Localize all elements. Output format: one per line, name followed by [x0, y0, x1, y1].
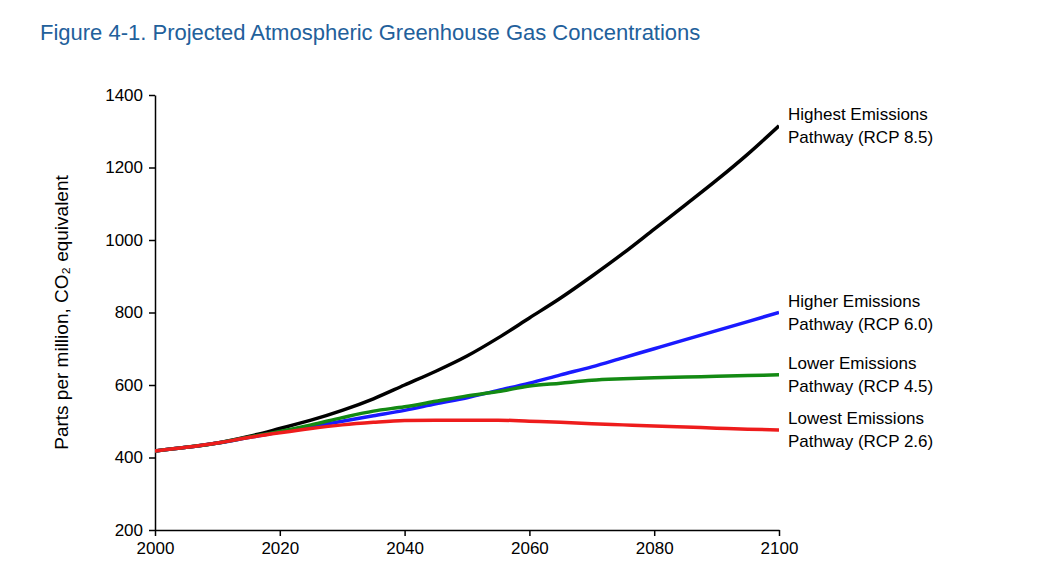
- x-tick: 2100: [761, 530, 799, 558]
- x-axis-line: [156, 530, 780, 532]
- series-label-line: Lowest Emissions: [788, 409, 929, 428]
- series-label-line: Lower Emissions: [788, 354, 921, 373]
- y-tick: 400: [115, 448, 155, 467]
- series-label-line: Pathway (RCP 2.6): [788, 432, 933, 451]
- y-tick-label: 800: [115, 303, 143, 322]
- x-tick-mark: [280, 530, 282, 536]
- x-tick-mark: [779, 530, 781, 536]
- x-tick-label: 2100: [761, 539, 799, 558]
- x-tick: 2080: [636, 530, 674, 558]
- series-label: Lowest Emissions Pathway (RCP 2.6): [788, 409, 933, 451]
- series-label: Highest Emissions Pathway (RCP 8.5): [788, 105, 933, 147]
- x-tick-label: 2040: [386, 539, 424, 558]
- title: Figure 4-1. Projected Atmospheric Greenh…: [40, 20, 700, 45]
- x-tick-label: 2020: [261, 539, 299, 558]
- lines: [155, 126, 779, 451]
- chart: Figure 4-1. Projected Atmospheric Greenh…: [0, 0, 1042, 583]
- x-tick-mark: [404, 530, 406, 536]
- y-tick-label: 1200: [105, 158, 143, 177]
- x-tick-label: 2060: [511, 539, 549, 558]
- y-axis-title: Parts per million, CO₂ equivalent: [51, 175, 72, 450]
- series-label: Lower Emissions Pathway (RCP 4.5): [788, 354, 933, 396]
- series-line: [155, 313, 779, 451]
- x-tick: 2040: [386, 530, 424, 558]
- series-line: [155, 375, 779, 451]
- x-tick-mark: [529, 530, 531, 536]
- series-labels: Highest Emissions Pathway (RCP 8.5)Highe…: [788, 105, 933, 451]
- y-tick-label: 400: [115, 448, 143, 467]
- x-axis: 2000 2020 2040 2060 2080 2100: [137, 530, 799, 558]
- y-axis: 200 400 600 800 1000 1200 1400: [105, 86, 155, 540]
- y-tick: 1000: [105, 231, 155, 250]
- x-tick-label: 2080: [636, 539, 674, 558]
- series-label-line: Pathway (RCP 8.5): [788, 128, 933, 147]
- y-tick-label: 1400: [105, 86, 143, 105]
- y-tick-label: 1000: [105, 231, 143, 250]
- x-tick: 2060: [511, 530, 549, 558]
- y-tick: 600: [115, 376, 155, 395]
- y-tick: 1200: [105, 158, 155, 177]
- x-tick-mark: [654, 530, 656, 536]
- series-label: Higher Emissions Pathway (RCP 6.0): [788, 292, 933, 334]
- y-tick-mark: [149, 167, 155, 169]
- series-line: [155, 420, 779, 451]
- y-tick: 800: [115, 303, 155, 322]
- series-label-line: Pathway (RCP 4.5): [788, 377, 933, 396]
- y-tick-label: 200: [115, 521, 143, 540]
- y-tick-mark: [149, 312, 155, 314]
- y-tick-label: 600: [115, 376, 143, 395]
- y-tick-mark: [149, 530, 155, 532]
- x-tick-label: 2000: [137, 539, 175, 558]
- y-tick-mark: [149, 240, 155, 242]
- y-tick: 200: [115, 521, 155, 540]
- series-label-line: Higher Emissions: [788, 292, 925, 311]
- y-tick: 1400: [105, 86, 155, 105]
- series-label-line: Pathway (RCP 6.0): [788, 315, 933, 334]
- y-tick-mark: [149, 457, 155, 459]
- y-tick-mark: [149, 385, 155, 387]
- series-line: [155, 126, 779, 451]
- y-tick-mark: [149, 95, 155, 97]
- series-label-line: Highest Emissions: [788, 105, 933, 124]
- x-tick: 2020: [261, 530, 299, 558]
